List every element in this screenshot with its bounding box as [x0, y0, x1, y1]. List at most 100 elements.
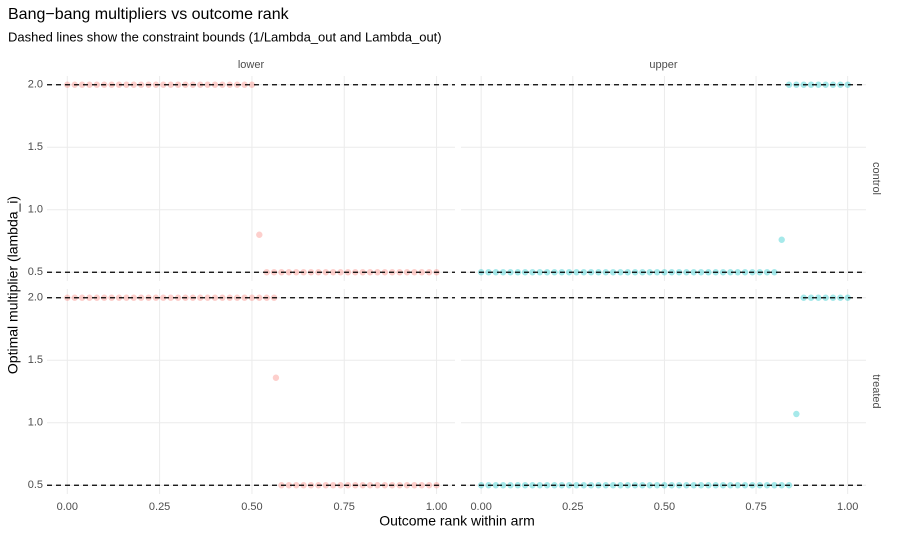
point — [86, 294, 93, 301]
point — [418, 269, 425, 276]
point — [646, 269, 653, 276]
point — [807, 294, 815, 301]
point — [741, 482, 749, 489]
point — [734, 482, 741, 489]
point — [167, 81, 174, 88]
point — [366, 482, 374, 489]
point — [778, 236, 785, 243]
point — [646, 482, 653, 489]
x-axis-label: Outcome rank within arm — [379, 513, 535, 529]
point — [529, 482, 536, 489]
x-tick-label: 0.75 — [334, 501, 355, 513]
point — [580, 482, 587, 489]
y-tick-label: 1.0 — [28, 204, 43, 216]
y-tick-label: 2.0 — [28, 292, 43, 304]
x-tick-label: 0.75 — [745, 501, 766, 513]
x-tick-label: 0.25 — [149, 501, 170, 513]
point — [727, 269, 734, 276]
point — [293, 269, 300, 276]
point — [844, 294, 851, 301]
point — [771, 269, 778, 276]
point — [617, 482, 624, 489]
point — [807, 81, 815, 88]
facet-row-label: treated — [870, 374, 882, 408]
x-tick-label: 0.00 — [57, 501, 78, 513]
point — [697, 269, 705, 276]
point — [160, 81, 167, 88]
facet-row-label: control — [870, 162, 882, 195]
point — [543, 482, 551, 489]
point — [411, 482, 418, 489]
y-tick-label: 2.0 — [28, 79, 43, 91]
x-tick-label: 0.50 — [241, 501, 262, 513]
point — [844, 81, 851, 88]
point — [793, 410, 800, 418]
point — [160, 294, 167, 301]
point — [285, 269, 293, 276]
point — [499, 482, 507, 489]
point — [337, 482, 344, 489]
point — [418, 482, 425, 489]
point — [573, 269, 580, 276]
point — [272, 374, 280, 381]
point — [609, 269, 617, 276]
facet-column-label: upper — [649, 59, 677, 71]
point — [771, 482, 778, 489]
point — [329, 269, 337, 276]
y-axis-label: Optimal multiplier (lambda_i) — [5, 196, 21, 374]
point — [86, 81, 93, 88]
x-tick-label: 1.00 — [426, 501, 447, 513]
point — [211, 294, 219, 301]
y-tick-label: 1.5 — [28, 354, 43, 366]
point — [204, 81, 211, 88]
point — [329, 482, 337, 489]
point — [617, 269, 624, 276]
point — [123, 81, 130, 88]
point — [322, 482, 329, 489]
point — [241, 81, 248, 88]
point — [573, 482, 580, 489]
point — [248, 81, 256, 88]
point — [661, 269, 668, 276]
point — [661, 482, 668, 489]
point — [499, 269, 507, 276]
point — [256, 231, 263, 238]
chart-title: Bang−bang multipliers vs outcome rank — [8, 6, 290, 23]
point — [78, 294, 86, 301]
point — [241, 294, 248, 301]
point — [256, 294, 263, 301]
point — [815, 294, 822, 301]
point — [130, 294, 137, 301]
point — [734, 269, 741, 276]
point — [130, 81, 137, 88]
point — [690, 269, 697, 276]
point — [815, 81, 822, 88]
point — [167, 294, 174, 301]
point — [366, 269, 374, 276]
point — [653, 482, 661, 489]
point — [337, 269, 344, 276]
point — [653, 269, 661, 276]
y-tick-label: 1.0 — [28, 417, 43, 429]
y-tick-label: 0.5 — [28, 479, 43, 491]
point — [293, 482, 300, 489]
point — [322, 269, 329, 276]
x-tick-label: 0.25 — [562, 501, 583, 513]
point — [374, 269, 381, 276]
point — [580, 269, 587, 276]
point — [536, 269, 544, 276]
x-tick-label: 0.00 — [470, 501, 491, 513]
point — [741, 269, 749, 276]
y-tick-label: 0.5 — [28, 266, 43, 278]
point — [374, 482, 381, 489]
point — [78, 81, 86, 88]
point — [411, 269, 418, 276]
point — [211, 81, 219, 88]
point — [609, 482, 617, 489]
point — [492, 482, 500, 489]
facet-column-label: lower — [238, 59, 265, 71]
y-tick-label: 1.5 — [28, 141, 43, 153]
point — [174, 294, 182, 301]
point — [690, 482, 697, 489]
